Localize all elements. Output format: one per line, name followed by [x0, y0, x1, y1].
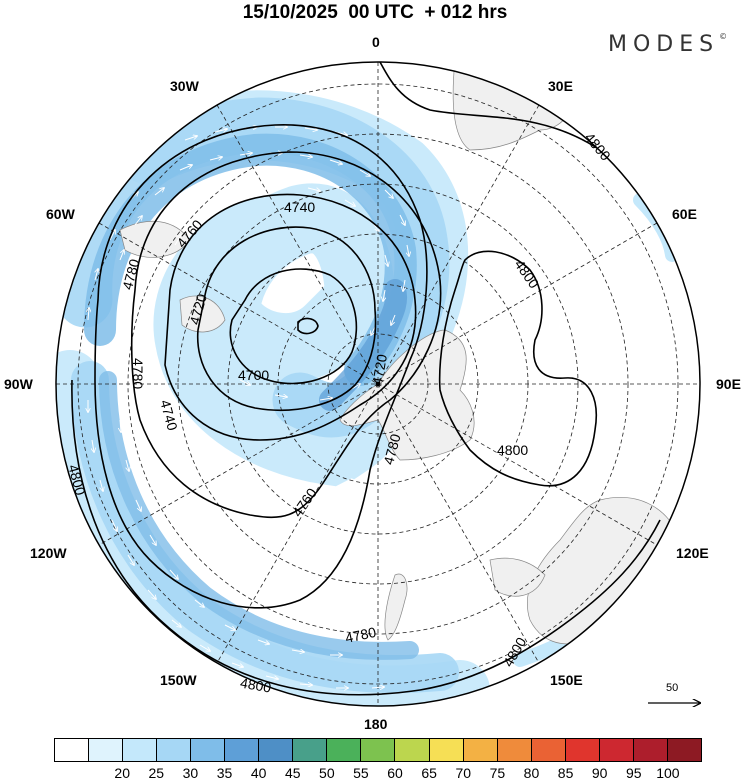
- southeast-asia-landmass: [489, 557, 546, 597]
- colorbar-swatch: [89, 739, 124, 761]
- colorbar-swatch: [633, 739, 668, 761]
- map-title: 15/10/2025 00 UTC + 012 hrs: [242, 2, 508, 23]
- colorbar-swatch: [157, 739, 192, 761]
- lon-label-120e: 120E: [676, 545, 709, 561]
- contour-labels: 4700 4720 4720 4740 4740 4760 4760 4780 …: [65, 129, 614, 695]
- colorbar-tick-label: 20: [114, 765, 130, 781]
- colorbar-swatch: [123, 739, 158, 761]
- contour-label: 4800: [497, 442, 528, 458]
- contour-4700: [229, 268, 358, 385]
- contour-4800-west: [71, 379, 661, 696]
- colorbar-tick-label: 40: [250, 765, 267, 781]
- lon-label-180: 180: [364, 716, 388, 732]
- lon-label-150w: 150W: [160, 672, 197, 688]
- contour-label: 4780: [380, 432, 404, 466]
- contour-label: 4780: [130, 358, 146, 389]
- colorbar-tick-label: 30: [182, 765, 199, 781]
- colorbar-swatch: [497, 739, 532, 761]
- contour-4760: [130, 151, 442, 519]
- modes-brand-logo: MODES©: [608, 32, 727, 57]
- colorbar-swatch: [565, 739, 600, 761]
- contour-label: 4780: [344, 624, 378, 646]
- colorbar-tick-label: 75: [489, 765, 506, 781]
- contour-label: 4780: [119, 257, 143, 291]
- new-zealand-landmass: [384, 573, 408, 641]
- map-disc-content: [56, 62, 700, 706]
- lon-label-60w: 60W: [46, 206, 75, 222]
- colorbar-tick-label: 25: [148, 765, 165, 781]
- height-contours: [71, 62, 676, 696]
- brand-text: MODES: [608, 32, 720, 57]
- contour-label: 4800: [65, 463, 89, 497]
- contour-4740: [164, 193, 417, 441]
- colorbar-tick-label: 65: [421, 765, 437, 781]
- lon-label-30e: 30E: [548, 78, 573, 94]
- colorbar-swatch: [361, 739, 396, 761]
- colorbar-swatch: [55, 739, 90, 761]
- colorbar-swatch: [667, 739, 701, 761]
- colorbar-tick-label: 55: [353, 765, 369, 781]
- colorbar-swatch: [259, 739, 294, 761]
- lon-label-30w: 30W: [170, 78, 199, 94]
- contour-4720: [196, 226, 377, 411]
- contour-label: 4740: [284, 199, 315, 215]
- colorbar-swatch: [191, 739, 226, 761]
- colorbar-tick-label: 45: [284, 765, 301, 781]
- colorbar-tick-label: 85: [557, 765, 574, 781]
- wind-speed-colorbar: [54, 738, 702, 762]
- colorbar-swatch: [327, 739, 362, 761]
- colorbar-swatch: [599, 739, 634, 761]
- contour-label: 4720: [369, 353, 390, 387]
- contour-4780: [94, 124, 428, 609]
- contour-4700-inner: [297, 317, 319, 335]
- colorbar-swatch: [225, 739, 260, 761]
- lon-label-0: 0: [372, 34, 380, 50]
- reference-vector-value: 50: [666, 682, 679, 694]
- lon-label-90w: 90W: [4, 376, 33, 392]
- colorbar-tick-label: 70: [455, 765, 472, 781]
- colorbar-tick-label: 80: [523, 765, 540, 781]
- lon-label-60e: 60E: [672, 206, 697, 222]
- colorbar-tick-label: 50: [319, 765, 335, 781]
- colorbar-swatch: [463, 739, 498, 761]
- colorbar-tick-label: 95: [625, 765, 642, 781]
- contour-label: 4800: [239, 675, 273, 696]
- colorbar-swatch: [429, 739, 464, 761]
- map-border: [55, 61, 701, 707]
- pole-dot: [375, 381, 381, 387]
- contour-4800-ridge: [438, 250, 597, 487]
- lon-label-150e: 150E: [550, 672, 583, 688]
- contour-label: 4700: [238, 367, 269, 383]
- colorbar-tick-label: 60: [387, 765, 403, 781]
- contour-label: 4720: [186, 292, 210, 326]
- colorbar-swatch: [395, 739, 430, 761]
- greenland-landmass: [179, 295, 226, 333]
- polar-stereographic-map: 4700 4720 4720 4740 4740 4760 4760 4780 …: [55, 61, 750, 740]
- colorbar-tick-label: 35: [216, 765, 233, 781]
- colorbar-tick-label: 90: [591, 765, 608, 781]
- colorbar-tick-labels: 20 25 30 35 40 45 50 55 60 65 70 75 80 85 90 95 100: [54, 765, 702, 781]
- lon-label-120w: 120W: [30, 545, 67, 561]
- lon-label-90e: 90E: [716, 376, 741, 392]
- colorbar-swatch: [531, 739, 566, 761]
- colorbar-swatch: [293, 739, 328, 761]
- copyright-mark: ©: [719, 32, 728, 41]
- colorbar-tick-label: 100: [656, 765, 680, 781]
- contour-label: 4740: [157, 398, 181, 432]
